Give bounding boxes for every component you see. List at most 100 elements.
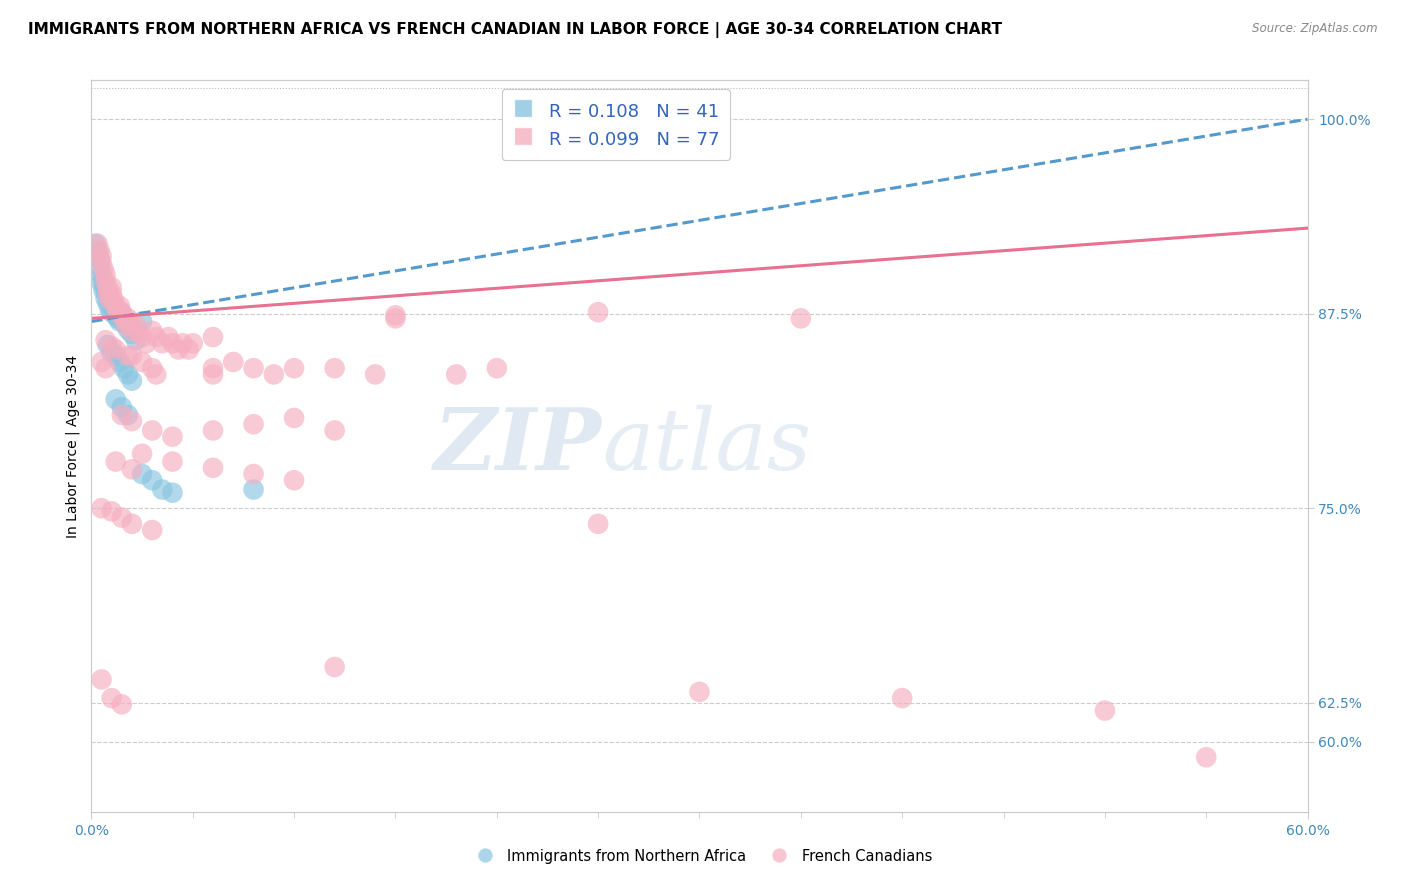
Point [98, 291, 121, 305]
Text: ZIP: ZIP [434, 404, 602, 488]
Point [202, 424, 225, 438]
Point [111, 510, 134, 524]
Point [117, 368, 139, 382]
Point [150, 483, 173, 497]
Point [100, 305, 122, 319]
Point [86, 244, 108, 259]
Point [242, 361, 264, 376]
Point [107, 305, 129, 319]
Point [121, 349, 143, 363]
Point [790, 311, 813, 326]
Point [121, 374, 143, 388]
Point [141, 361, 163, 376]
Point [688, 685, 710, 699]
Point [263, 368, 285, 382]
Text: atlas: atlas [602, 405, 811, 487]
Point [94, 333, 117, 347]
Point [104, 308, 127, 322]
Point [1094, 704, 1116, 718]
Point [89, 243, 111, 257]
Point [162, 485, 184, 500]
Point [112, 311, 135, 326]
Point [90, 255, 112, 269]
Point [384, 308, 406, 322]
Point [103, 301, 125, 316]
Point [115, 318, 138, 332]
Point [100, 295, 122, 310]
Point [98, 293, 121, 307]
Point [117, 311, 139, 326]
Point [141, 324, 163, 338]
Point [93, 276, 115, 290]
Point [121, 462, 143, 476]
Point [131, 314, 153, 328]
Point [100, 280, 122, 294]
Point [84, 236, 107, 251]
Point [127, 324, 149, 338]
Point [90, 673, 112, 687]
Point [108, 299, 131, 313]
Point [150, 336, 173, 351]
Point [100, 504, 122, 518]
Point [145, 330, 167, 344]
Point [125, 318, 148, 332]
Point [93, 284, 115, 298]
Point [121, 414, 143, 428]
Point [444, 368, 467, 382]
Point [111, 400, 134, 414]
Point [202, 460, 225, 475]
Point [117, 408, 139, 422]
Point [162, 430, 184, 444]
Point [117, 349, 139, 363]
Point [94, 268, 117, 282]
Legend: Immigrants from Northern Africa, French Canadians: Immigrants from Northern Africa, French … [468, 842, 938, 871]
Point [121, 516, 143, 531]
Point [891, 691, 914, 706]
Point [145, 368, 167, 382]
Point [107, 311, 129, 326]
Point [202, 361, 225, 376]
Point [89, 260, 111, 274]
Point [89, 252, 111, 267]
Point [98, 301, 121, 316]
Point [97, 280, 120, 294]
Point [222, 355, 245, 369]
Point [90, 268, 112, 282]
Point [141, 523, 163, 537]
Point [111, 307, 134, 321]
Point [172, 336, 194, 351]
Point [323, 361, 346, 376]
Point [97, 295, 120, 310]
Point [242, 417, 264, 432]
Point [94, 274, 117, 288]
Point [100, 345, 122, 359]
Point [131, 355, 153, 369]
Point [97, 338, 120, 352]
Point [121, 326, 143, 341]
Point [112, 314, 135, 328]
Point [167, 343, 190, 357]
Point [86, 236, 108, 251]
Point [115, 318, 138, 332]
Text: IMMIGRANTS FROM NORTHERN AFRICA VS FRENCH CANADIAN IN LABOR FORCE | AGE 30-34 CO: IMMIGRANTS FROM NORTHERN AFRICA VS FRENC… [28, 22, 1002, 38]
Point [242, 467, 264, 481]
Point [100, 339, 122, 353]
Point [94, 284, 117, 298]
Point [202, 368, 225, 382]
Point [125, 333, 148, 347]
Point [131, 330, 153, 344]
Point [131, 447, 153, 461]
Point [586, 305, 609, 319]
Point [100, 286, 122, 301]
Point [117, 322, 139, 336]
Point [1195, 750, 1218, 764]
Point [323, 424, 346, 438]
Point [104, 392, 127, 407]
Point [202, 330, 225, 344]
Point [141, 424, 163, 438]
Point [283, 411, 305, 425]
Point [94, 291, 117, 305]
Point [364, 368, 387, 382]
Point [104, 454, 127, 468]
Point [121, 324, 143, 338]
